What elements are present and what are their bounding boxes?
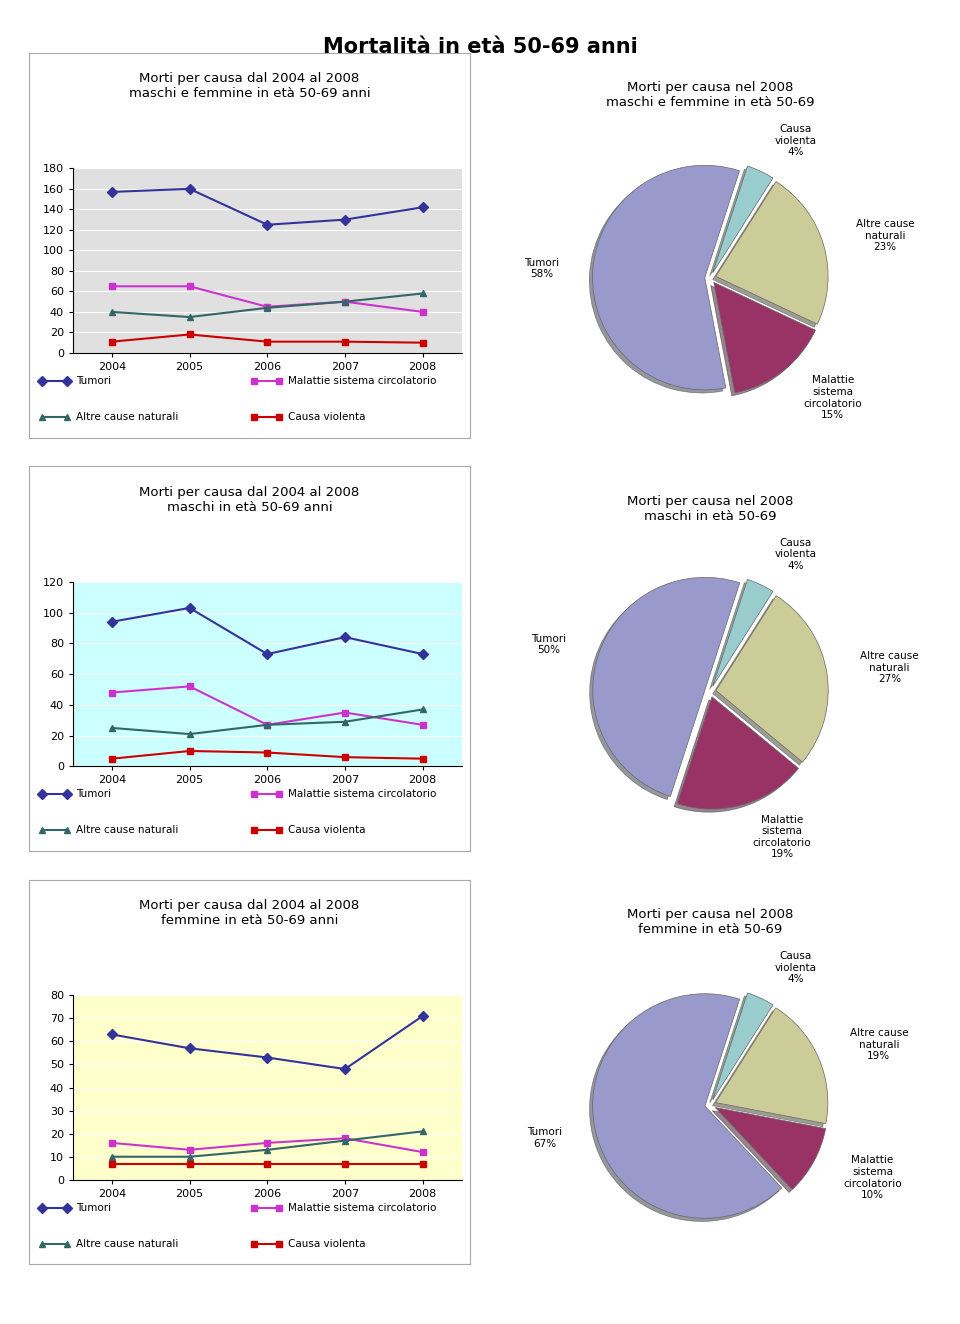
- Text: Morti per causa nel 2008
femmine in età 50-69: Morti per causa nel 2008 femmine in età …: [627, 908, 794, 936]
- Text: Causa violenta: Causa violenta: [288, 825, 365, 835]
- Text: Altre cause
naturali
19%: Altre cause naturali 19%: [850, 1027, 908, 1062]
- Text: Mortalità in età 50-69 anni: Mortalità in età 50-69 anni: [323, 37, 637, 57]
- Text: Malattie
sistema
circolatorio
10%: Malattie sistema circolatorio 10%: [843, 1156, 901, 1201]
- Wedge shape: [716, 596, 828, 763]
- Wedge shape: [677, 696, 799, 809]
- Text: Altre cause naturali: Altre cause naturali: [76, 412, 179, 422]
- Text: Causa violenta: Causa violenta: [288, 1239, 365, 1249]
- Text: Altre cause
naturali
27%: Altre cause naturali 27%: [860, 651, 919, 685]
- Text: Morti per causa dal 2004 al 2008
maschi in età 50-69 anni: Morti per causa dal 2004 al 2008 maschi …: [139, 486, 360, 514]
- Text: Malattie
sistema
circolatorio
19%: Malattie sistema circolatorio 19%: [753, 814, 811, 859]
- Wedge shape: [715, 1008, 828, 1124]
- Text: Malattie
sistema
circolatorio
15%: Malattie sistema circolatorio 15%: [804, 375, 862, 420]
- Wedge shape: [716, 181, 828, 324]
- Text: Altre cause naturali: Altre cause naturali: [76, 1239, 179, 1249]
- Text: Altre cause
naturali
23%: Altre cause naturali 23%: [856, 218, 915, 253]
- Wedge shape: [712, 166, 773, 273]
- Text: Morti per causa nel 2008
maschi e femmine in età 50-69: Morti per causa nel 2008 maschi e femmin…: [606, 81, 815, 110]
- Text: Tumori
50%: Tumori 50%: [531, 634, 566, 655]
- Text: Causa violenta: Causa violenta: [288, 412, 365, 422]
- Wedge shape: [592, 577, 740, 797]
- Text: Morti per causa nel 2008
maschi in età 50-69: Morti per causa nel 2008 maschi in età 5…: [627, 495, 794, 523]
- Text: Morti per causa dal 2004 al 2008
maschi e femmine in età 50-69 anni: Morti per causa dal 2004 al 2008 maschi …: [129, 73, 371, 101]
- Text: Tumori: Tumori: [76, 376, 111, 385]
- Text: Tumori: Tumori: [76, 1202, 111, 1213]
- Text: Malattie sistema circolatorio: Malattie sistema circolatorio: [288, 1202, 436, 1213]
- Wedge shape: [592, 994, 781, 1218]
- Wedge shape: [715, 1107, 826, 1189]
- Text: Causa
violenta
4%: Causa violenta 4%: [775, 124, 817, 158]
- Wedge shape: [714, 282, 815, 393]
- Wedge shape: [712, 993, 773, 1100]
- Text: Tumori
67%: Tumori 67%: [527, 1127, 563, 1149]
- Text: Altre cause naturali: Altre cause naturali: [76, 825, 179, 835]
- Text: Causa
violenta
4%: Causa violenta 4%: [775, 951, 817, 984]
- Text: Pagina 4: Pagina 4: [798, 1291, 873, 1307]
- Text: Malattie sistema circolatorio: Malattie sistema circolatorio: [288, 789, 436, 800]
- Text: Malattie sistema circolatorio: Malattie sistema circolatorio: [288, 376, 436, 385]
- Wedge shape: [712, 580, 773, 686]
- Text: Tumori
58%: Tumori 58%: [524, 258, 559, 279]
- Wedge shape: [592, 166, 739, 389]
- Text: Tumori: Tumori: [76, 789, 111, 800]
- Text: Causa
violenta
4%: Causa violenta 4%: [775, 538, 817, 571]
- Text: Morti per causa dal 2004 al 2008
femmine in età 50-69 anni: Morti per causa dal 2004 al 2008 femmine…: [139, 899, 360, 927]
